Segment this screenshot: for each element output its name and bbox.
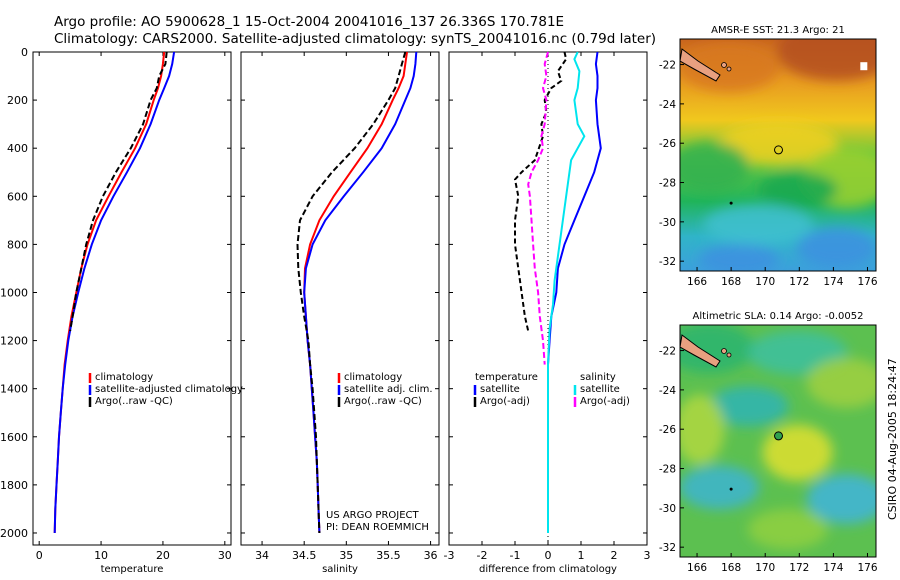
y-tick-label: -22 [659, 60, 676, 72]
x-axis-label: difference from climatology [479, 564, 617, 575]
y-tick-label: 200 [7, 94, 28, 107]
map-field [680, 39, 876, 271]
plot-frame [240, 51, 440, 546]
x-tick-label: 172 [789, 276, 809, 288]
credit-line-2: PI: DEAN ROEMMICH [326, 522, 429, 533]
y-tick-label: -28 [659, 178, 676, 190]
x-tick-label: 36 [424, 549, 438, 562]
y-tick-label: 400 [7, 142, 28, 155]
map-title: Altimetric SLA: 0.14 Argo: -0.0052 [693, 311, 864, 322]
y-tick-label: -30 [659, 503, 676, 515]
x-tick-label: 0 [36, 549, 43, 562]
x-tick-label: 168 [721, 562, 741, 574]
y-tick-label: 600 [7, 190, 28, 203]
legend-entry: temperature [475, 372, 538, 383]
profile-panel-1: 0 10 20 30 temperature 0 200 400 600 800 1000 1200 1… [0, 46, 232, 575]
legend-entry: climatology [344, 372, 402, 383]
island-shape [680, 48, 733, 205]
map-panel-1: AMSR-E SST: 21.3 Argo: 21 166 168 170 172 174… [659, 25, 878, 288]
x-tick-label: 170 [755, 562, 775, 574]
x-axis-label: temperature [101, 564, 164, 575]
y-tick-label: 2000 [0, 527, 28, 540]
series-line-3 [69, 51, 168, 332]
profile-panel-2: 34 34.5 35 35.5 36 salinity [240, 51, 440, 575]
map-field [680, 325, 876, 557]
x-tick-label: 166 [687, 276, 707, 288]
x-tick-label: 174 [823, 562, 843, 574]
series-line-2 [53, 51, 176, 534]
y-tick-label: -26 [659, 138, 676, 150]
x-tick-label: 20 [156, 549, 170, 562]
map-frame [679, 38, 877, 272]
island-dot [729, 487, 733, 491]
y-tick-label: 0 [21, 46, 28, 59]
x-tick-label: -3 [444, 549, 455, 562]
x-tick-label: -2 [477, 549, 488, 562]
figure-title-line2: Climatology: CARS2000. Satellite-adjuste… [54, 31, 657, 47]
x-tick-label: 170 [755, 276, 775, 288]
y-tick-label: 800 [7, 238, 28, 251]
legend-entry: satellite [580, 384, 620, 395]
y-tick-label: -26 [659, 424, 676, 436]
x-tick-label: 176 [857, 276, 877, 288]
y-tick-label: -32 [659, 256, 676, 268]
y-tick-label: 1600 [0, 431, 28, 444]
x-tick-label: 10 [94, 549, 108, 562]
x-tick-label: 166 [687, 562, 707, 574]
legend-entry: Argo(..raw -QC) [95, 396, 173, 407]
timestamp-label: CSIRO 04-Aug-2005 18:24:47 [886, 358, 899, 520]
x-tick-label: 35 [339, 549, 353, 562]
legend-entry: Argo(-adj) [480, 396, 530, 407]
x-tick-label: 35.5 [376, 549, 401, 562]
missing-data-cell [860, 62, 868, 71]
y-tick-label: -24 [659, 385, 676, 397]
y-tick-label: -32 [659, 542, 676, 554]
figure-title-line1: Argo profile: AO 5900628_1 15-Oct-2004 2… [54, 14, 565, 30]
x-tick-label: 3 [644, 549, 651, 562]
x-tick-label: 172 [789, 562, 809, 574]
x-tick-label: 1 [578, 549, 585, 562]
island-shape [680, 334, 733, 491]
argo-position-marker [774, 431, 784, 441]
series-line-2 [513, 51, 568, 332]
x-tick-label: 176 [857, 562, 877, 574]
map-title: AMSR-E SST: 21.3 Argo: 21 [711, 25, 845, 36]
legend-entry: satellite [480, 384, 520, 395]
y-tick-label: 1200 [0, 335, 28, 348]
plot-frame [32, 51, 232, 546]
y-tick-label: -30 [659, 217, 676, 229]
map-frame [679, 324, 877, 558]
legend-entry: satellite adj. clim. [344, 384, 433, 395]
x-tick-label: -1 [510, 549, 521, 562]
profile-panel-3: -3 -2 -1 0 1 2 3 difference from climatology [444, 51, 651, 575]
x-tick-label: 0 [545, 549, 552, 562]
x-tick-label: 34 [255, 549, 269, 562]
x-tick-label: 2 [611, 549, 618, 562]
legend-entry: Argo(-adj) [580, 396, 630, 407]
y-tick-label: -22 [659, 346, 676, 358]
series-line-3 [547, 51, 586, 533]
x-tick-label: 34.5 [292, 549, 317, 562]
x-tick-label: 174 [823, 276, 843, 288]
x-axis-label: salinity [322, 564, 358, 575]
x-tick-label: 30 [218, 549, 232, 562]
legend-entry: salinity [580, 372, 616, 383]
legend-entry: climatology [95, 372, 153, 383]
island-dot [729, 201, 733, 205]
y-tick-label: -28 [659, 464, 676, 476]
map-panel-2: Altimetric SLA: 0.14 Argo: -0.0052 166 168… [659, 311, 878, 574]
x-tick-label: 168 [721, 276, 741, 288]
y-tick-label: -24 [659, 99, 676, 111]
y-tick-label: 1800 [0, 479, 28, 492]
y-tick-label: 1000 [0, 286, 28, 299]
y-tick-label: 1400 [0, 383, 28, 396]
legend-entry: satellite-adjusted climatology [95, 384, 243, 395]
credit-line-1: US ARGO PROJECT [326, 510, 420, 521]
series-line-4 [527, 51, 549, 365]
series-line-3 [296, 51, 407, 534]
legend-entry: Argo(..raw -QC) [344, 396, 422, 407]
argo-position-marker [774, 145, 784, 155]
